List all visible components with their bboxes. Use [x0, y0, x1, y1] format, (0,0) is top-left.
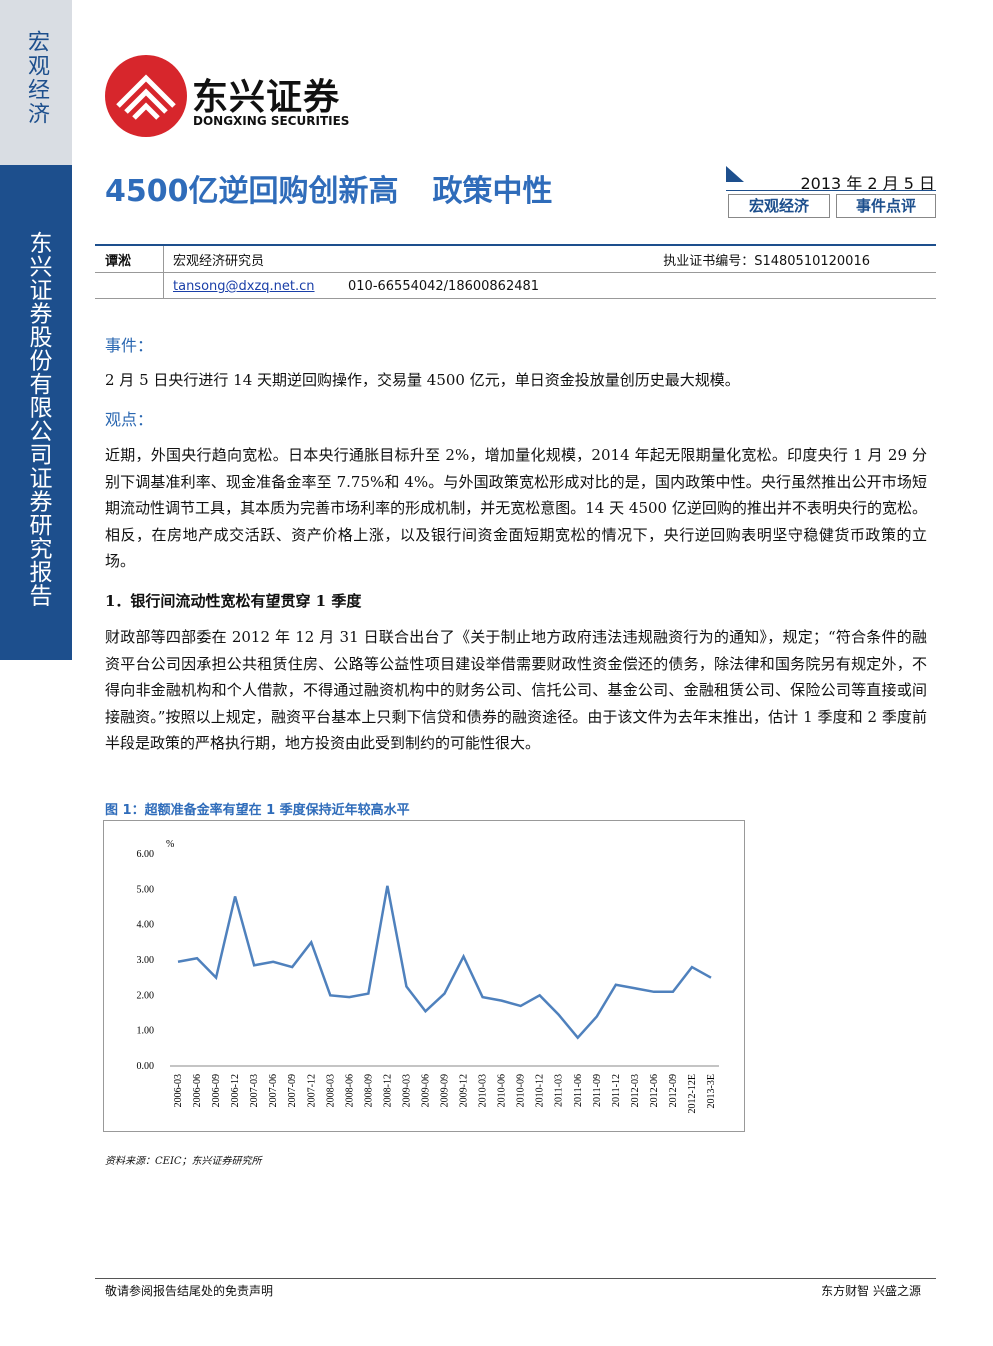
- x-tick-label: 2007-12: [306, 1074, 317, 1107]
- x-tick-label: 2008-03: [325, 1074, 336, 1107]
- x-tick-label: 2008-09: [363, 1074, 374, 1107]
- logo-en: DONGXING SECURITIES: [193, 114, 350, 128]
- x-tick-label: 2009-09: [440, 1074, 451, 1107]
- rule: [95, 298, 936, 299]
- x-tick-label: 2012-12E: [687, 1074, 698, 1113]
- x-tick-label: 2013-3E: [706, 1074, 717, 1108]
- author-role: 宏观经济研究员: [173, 254, 265, 269]
- x-tick-label: 2012-09: [668, 1074, 679, 1107]
- paragraph: 2 月 5 日央行进行 14 天期逆回购操作，交易量 4500 亿元，单日资金投…: [105, 371, 740, 389]
- x-tick-label: 2012-03: [630, 1074, 641, 1107]
- x-tick-label: 2006-09: [211, 1074, 222, 1107]
- logo-mark: [105, 55, 187, 137]
- paragraph: 财政部等四部委在 2012 年 12 月 31 日联合出台了《关于制止地方政府违…: [105, 628, 927, 753]
- rule: [95, 272, 936, 273]
- rule: [95, 244, 936, 246]
- x-tick-label: 2007-06: [268, 1074, 279, 1107]
- section-heading: 事件：: [105, 336, 154, 355]
- x-tick-label: 2011-12: [611, 1074, 622, 1107]
- x-tick-label: 2011-09: [592, 1074, 603, 1107]
- author-cert: 执业证书编号：S1480510120016: [663, 254, 870, 269]
- tag: 事件点评: [836, 194, 936, 218]
- x-tick-label: 2010-06: [497, 1074, 508, 1107]
- title-sub: 政策中性: [432, 174, 553, 209]
- y-tick-label: 0.00: [137, 1061, 155, 1072]
- x-tick-label: 2009-03: [401, 1074, 412, 1107]
- x-tick-label: 2012-06: [649, 1074, 660, 1107]
- x-tick-label: 2006-03: [173, 1074, 184, 1107]
- x-tick-label: 2007-09: [287, 1074, 298, 1107]
- y-tick-label: 1.00: [137, 1026, 155, 1037]
- rule: [163, 246, 164, 298]
- y-tick-label: 4.00: [137, 920, 155, 931]
- y-unit: %: [166, 839, 174, 850]
- logo-name: 东兴证券: [192, 77, 341, 118]
- title: 4500亿逆回购创新高 政策中性: [105, 166, 553, 210]
- y-tick-label: 5.00: [137, 884, 155, 895]
- x-tick-label: 2006-06: [192, 1074, 203, 1107]
- sidebar-top: 宏观经济: [0, 0, 72, 165]
- chart: % 0.00 1.00 2.00 3.00 4.00 5.00 6.00 2006-03 2006…: [103, 820, 745, 1132]
- x-tick-label: 2008-12: [382, 1074, 393, 1107]
- x-tick-label: 2009-12: [459, 1074, 470, 1107]
- date-rule: [726, 190, 936, 191]
- y-tick-label: 2.00: [137, 990, 155, 1001]
- sidebar-main: 东兴证券股份有限公司证券研究报告: [0, 165, 72, 660]
- line: [177, 885, 712, 1040]
- section-heading: 1．银行间流动性宽松有望贯穿 1 季度: [105, 592, 362, 610]
- x-tick-label: 2007-03: [249, 1074, 260, 1107]
- title-main: 4500亿逆回购创新高: [105, 174, 399, 209]
- x-tick-label: 2010-12: [535, 1074, 546, 1107]
- author-phone: 010-66554042/18600862481: [348, 279, 540, 294]
- x-tick-label: 2006-12: [230, 1074, 241, 1107]
- date-marker: [726, 166, 744, 182]
- x-tick-label: 2010-09: [516, 1074, 527, 1107]
- author-name: 谭淞: [105, 254, 132, 269]
- sidebar-top-text: 宏观经济: [24, 30, 49, 126]
- section-heading: 观点：: [105, 410, 154, 429]
- footer-right: 东方财智 兴盛之源: [821, 1284, 921, 1298]
- y-tick-label: 3.00: [137, 955, 155, 966]
- footer-left: 敬请参阅报告结尾处的免责声明: [105, 1284, 274, 1298]
- x-tick-label: 2008-06: [344, 1074, 355, 1107]
- x-tick-label: 2011-06: [573, 1074, 584, 1107]
- date: 2013 年 2 月 5 日: [800, 174, 935, 193]
- paragraph: 近期，外国央行趋向宽松。日本央行通胀目标升至 2%，增加量化规模，2014 年起…: [105, 446, 927, 571]
- figure-source: 资料来源：CEIC；东兴证券研究所: [105, 1156, 262, 1167]
- x-tick-label: 2009-06: [420, 1074, 431, 1107]
- x-tick-label: 2011-03: [554, 1074, 565, 1107]
- sidebar-main-text: 东兴证券股份有限公司证券研究报告: [25, 231, 51, 607]
- tag: 宏观经济: [728, 194, 830, 218]
- author-email[interactable]: tansong@dxzq.net.cn: [173, 279, 315, 294]
- figure-caption: 图 1：超额准备金率有望在 1 季度保持近年较高水平: [105, 803, 410, 818]
- footer-rule: [95, 1278, 936, 1279]
- y-tick-label: 6.00: [137, 849, 155, 860]
- x-tick-label: 2010-03: [478, 1074, 489, 1107]
